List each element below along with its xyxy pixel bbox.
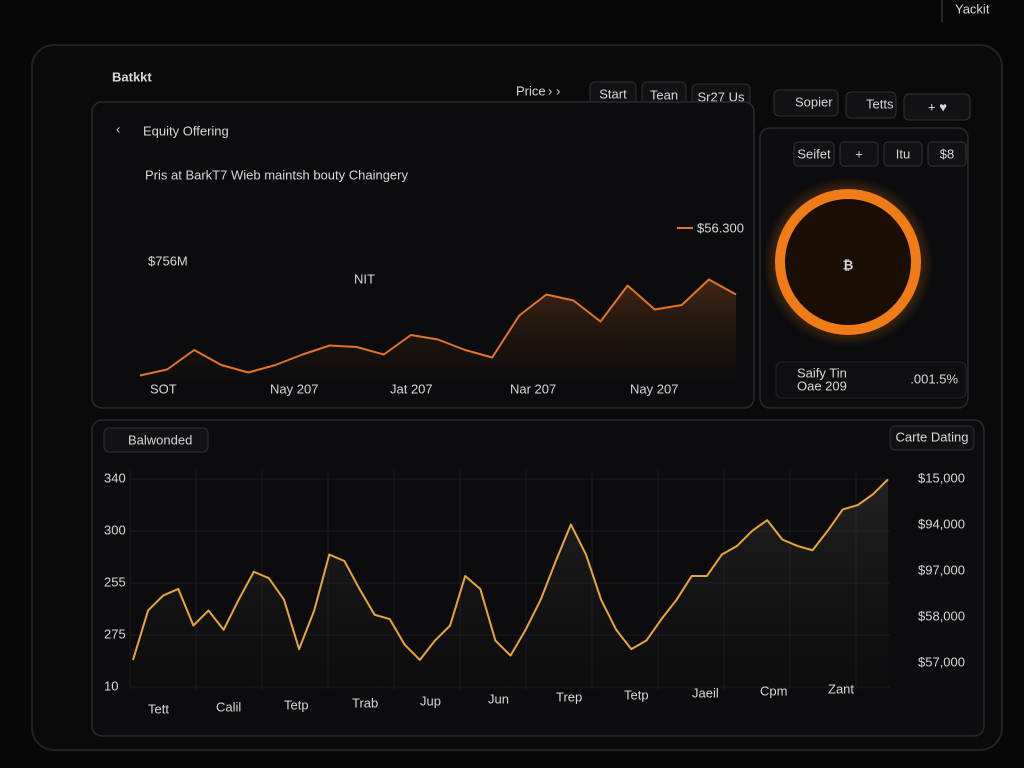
stat-label: Saify Tin (797, 365, 847, 380)
side-button-label[interactable]: + (855, 146, 863, 161)
x-tick-label: Nar 207 (510, 381, 556, 396)
x-tick-label: Tetp (284, 697, 309, 712)
x-tick-label: Nay 207 (270, 381, 318, 396)
nav-item[interactable]: Tean (650, 87, 678, 102)
title-chip (103, 427, 209, 453)
nav-item[interactable]: Start (599, 86, 627, 101)
x-tick-label: Tett (148, 701, 169, 716)
logo: Batkkt (112, 69, 152, 84)
coin-symbol: ₿ (843, 257, 854, 272)
nav-item[interactable]: Price (516, 83, 546, 98)
y2-tick-label: $94,000 (918, 516, 965, 531)
side-stat (775, 361, 967, 399)
side-button-label[interactable]: $8 (940, 146, 954, 161)
headline: Pris at BarkT7 Wieb maintsh bouty Chaing… (145, 167, 408, 182)
side-button-label[interactable]: Itu (896, 146, 910, 161)
amount: $756M (148, 253, 188, 268)
y-tick-label: 10 (104, 678, 118, 693)
x-tick-label: Cpm (760, 683, 787, 698)
back-label[interactable]: Equity Offering (143, 123, 229, 138)
data-line (139, 278, 737, 377)
stat-sub: Oae 209 (797, 378, 847, 393)
x-tick-label: Trep (556, 689, 582, 704)
back-arrow[interactable]: ‹ (116, 121, 120, 136)
x-tick-label: SOT (150, 381, 177, 396)
amount-unit: NIT (354, 271, 375, 286)
nav-arrow: › › (548, 83, 560, 98)
corner-label: Yackit (955, 1, 990, 16)
tool-button[interactable] (773, 89, 839, 117)
action-button[interactable] (889, 425, 975, 451)
line-area (133, 479, 888, 690)
x-tick-label: Calil (216, 699, 241, 714)
tool-button[interactable] (845, 91, 897, 119)
x-tick-label: Trab (352, 695, 378, 710)
side-button[interactable] (927, 141, 967, 167)
x-tick-label: Jup (420, 693, 441, 708)
legend-label: $56.300 (697, 220, 744, 235)
icon-group[interactable] (903, 93, 971, 121)
side-button-label[interactable]: Seifet (797, 146, 831, 161)
y-tick-label: 275 (104, 626, 126, 641)
stat-change: .001.5% (910, 371, 958, 386)
y2-tick-label: $15,000 (918, 470, 965, 485)
side-buttons: Seifet + Itu $8 (793, 141, 967, 167)
y2-tick-label: $97,000 (918, 562, 965, 577)
tool-label[interactable]: Tetts (866, 96, 894, 111)
y-tick-label: 300 (104, 522, 126, 537)
tool-label[interactable]: Sopier (795, 94, 833, 109)
x-tick-label: Tetp (624, 687, 649, 702)
y-tick-label: 340 (104, 470, 126, 485)
side-button[interactable] (793, 141, 835, 167)
nav-item[interactable]: Sr27 Us (698, 89, 745, 104)
y2-tick-label: $57,000 (918, 654, 965, 669)
x-tick-label: Jaeil (692, 685, 719, 700)
charts: SOT Nay 207 Jat 207 Nar 207 Nay 207 340 300 255… (104, 278, 965, 716)
y2-tick-label: $58,000 (918, 608, 965, 623)
x-tick-label: Zant (828, 681, 854, 696)
action-label[interactable]: Carte Dating (896, 429, 969, 444)
line-area (140, 279, 736, 380)
main-title: Balwonded (128, 432, 192, 447)
x-tick-label: Jun (488, 691, 509, 706)
side-button[interactable] (883, 141, 923, 167)
coin (775, 189, 921, 335)
y-tick-label: 255 (104, 574, 126, 589)
x-tick-label: Nay 207 (630, 381, 678, 396)
side-button[interactable] (839, 141, 879, 167)
x-tick-label: Jat 207 (390, 381, 433, 396)
icon-plus[interactable]: + ♥ (928, 99, 947, 114)
data-line (132, 478, 889, 661)
